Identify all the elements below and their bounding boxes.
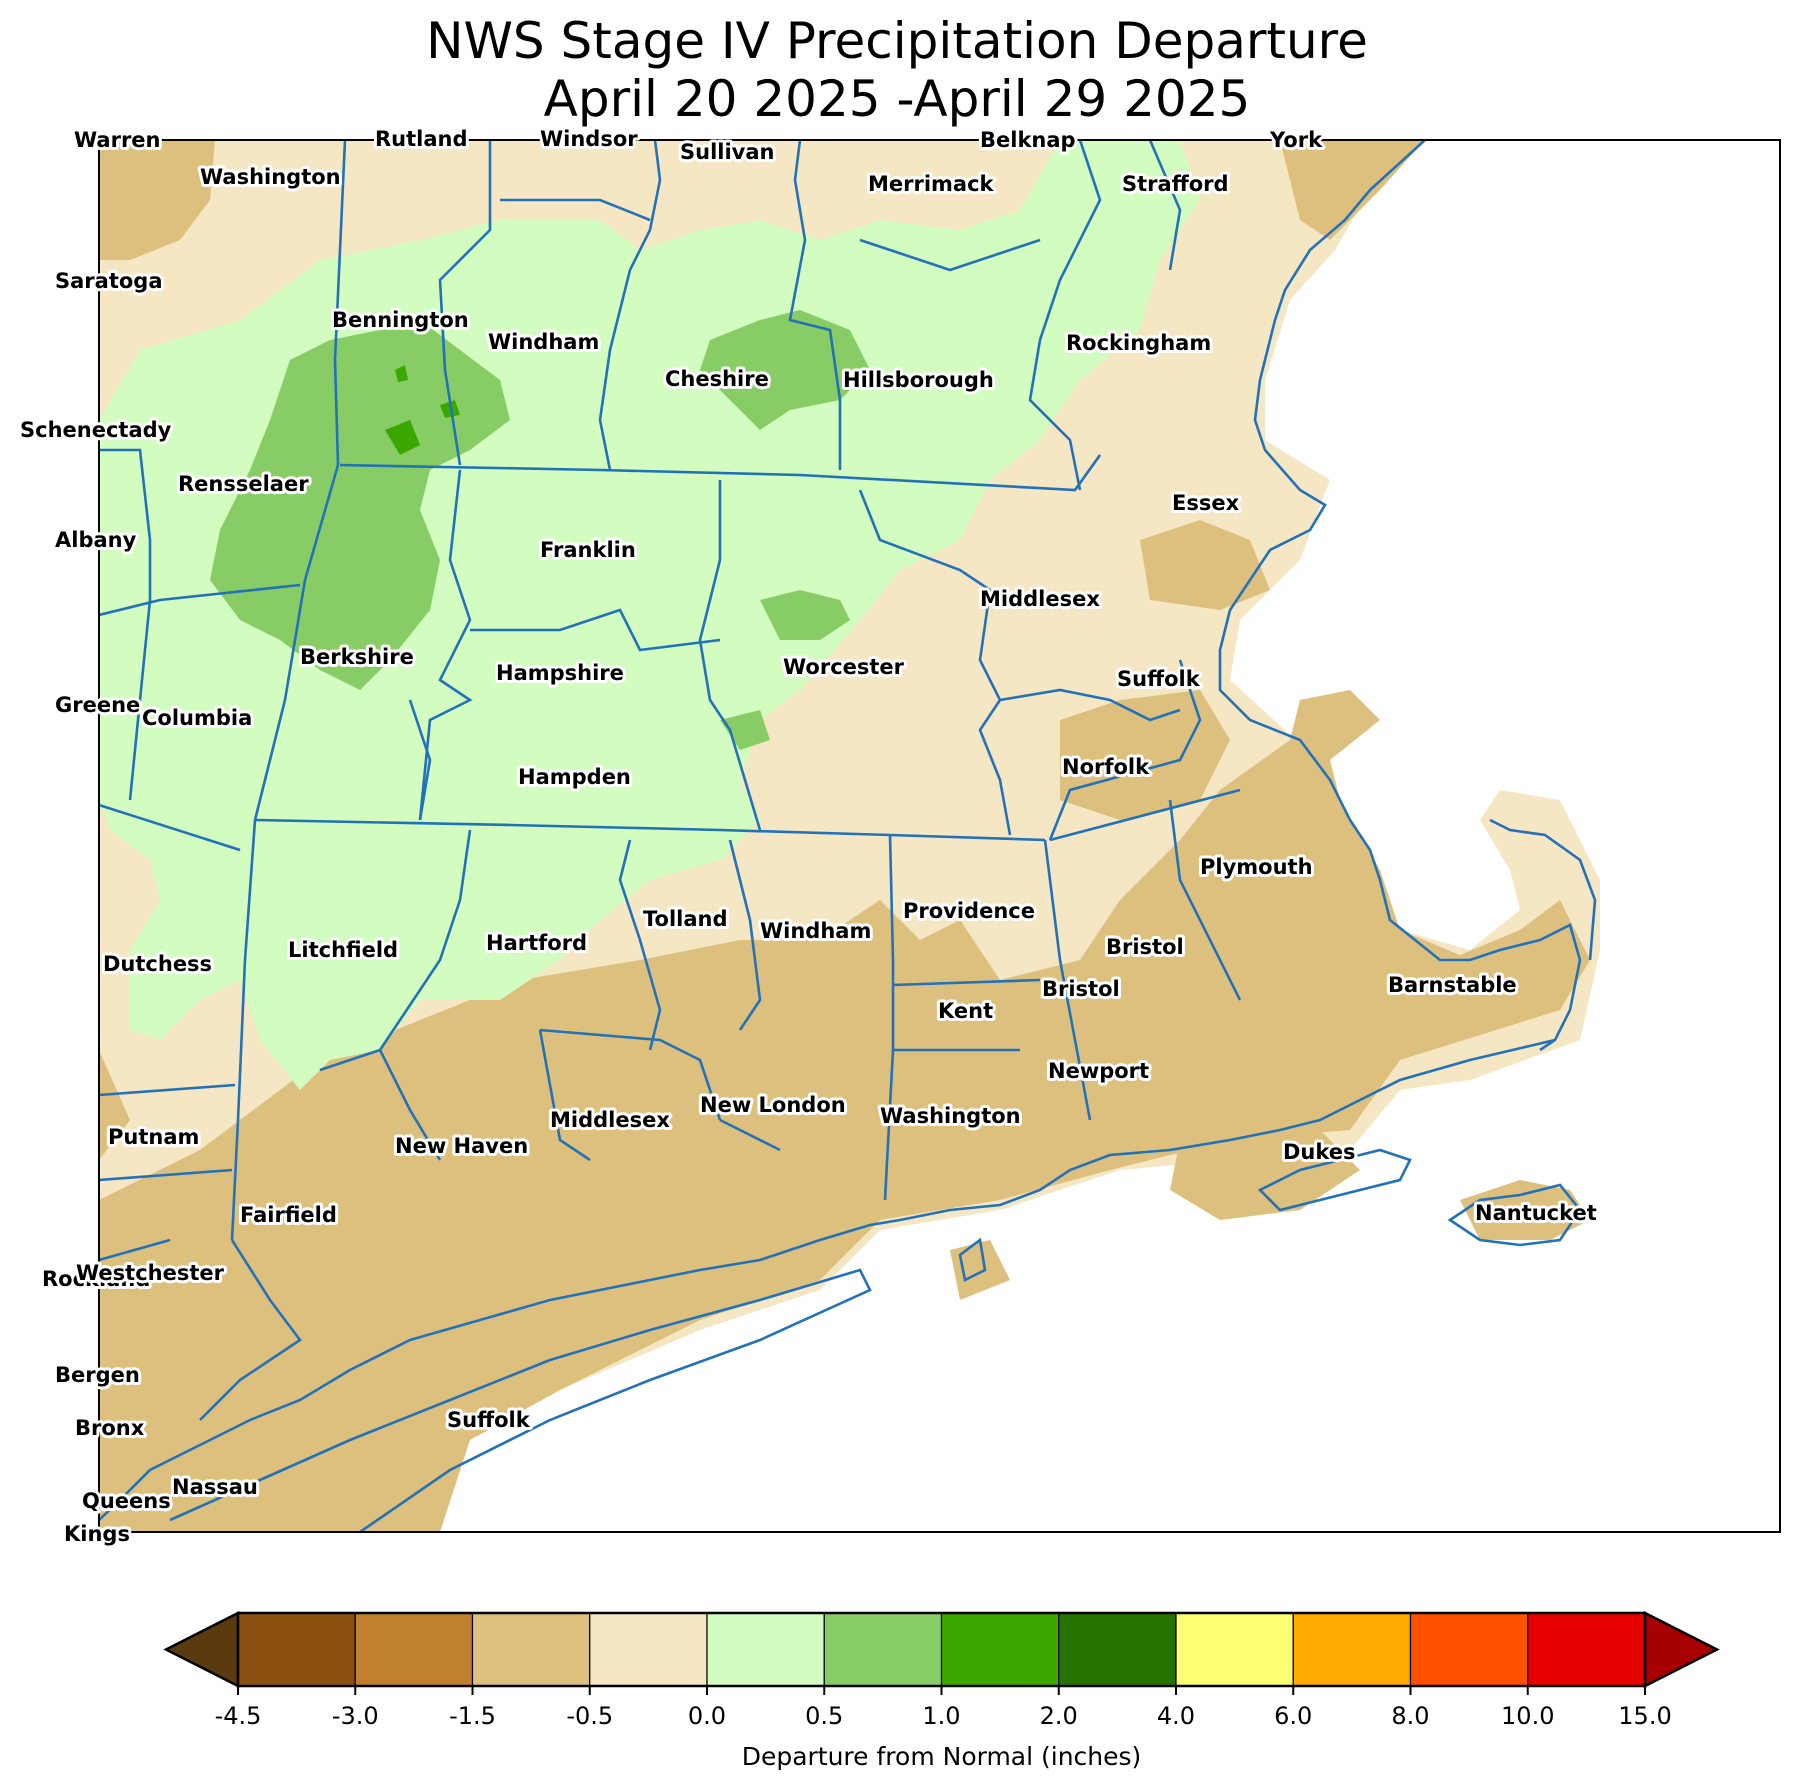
county-label-kings: Kings	[64, 1522, 130, 1546]
colorbar-swatch	[237, 1612, 356, 1687]
colorbar-tick-label: -1.5	[449, 1702, 496, 1730]
colorbar-tick-label: -3.0	[332, 1702, 379, 1730]
colorbar-under-arrow	[163, 1610, 240, 1689]
county-label-newport: Newport	[1048, 1059, 1149, 1083]
county-label-fairfield: Fairfield	[240, 1203, 337, 1227]
colorbar-tick-label: 0.5	[805, 1702, 843, 1730]
colorbar-tick-label: 1.0	[922, 1702, 960, 1730]
colorbar-swatch	[1175, 1612, 1294, 1687]
county-label-dutchess: Dutchess	[103, 952, 212, 976]
county-label-windham-ct: Windham	[760, 919, 871, 943]
county-label-washington-ri: Washington	[880, 1104, 1021, 1128]
county-label-litchfield: Litchfield	[288, 938, 398, 962]
county-label-bristol-ri: Bristol	[1042, 977, 1120, 1001]
colorbar-tick-label: -4.5	[215, 1702, 262, 1730]
county-label-cheshire: Cheshire	[665, 367, 769, 391]
colorbar-swatch	[1292, 1612, 1412, 1687]
much-wetter-areas	[210, 310, 870, 750]
colorbar-swatch	[1527, 1612, 1646, 1687]
county-label-dukes: Dukes	[1283, 1140, 1356, 1164]
county-label-suffolk-ma: Suffolk	[1117, 667, 1201, 691]
colorbar-tick-label: 0.0	[688, 1702, 726, 1730]
county-label-new-haven: New Haven	[395, 1134, 528, 1158]
county-boundaries	[99, 140, 1242, 1421]
colorbar-swatch	[471, 1612, 591, 1687]
county-label-middlesex-ct: Middlesex	[550, 1108, 670, 1132]
county-label-bristol-ma: Bristol	[1106, 935, 1184, 959]
colorbar-swatch	[706, 1612, 825, 1687]
county-label-berkshire: Berkshire	[300, 645, 414, 669]
county-label-providence: Providence	[903, 899, 1035, 923]
county-label-putnam: Putnam	[108, 1125, 199, 1149]
county-label-norfolk: Norfolk	[1062, 755, 1150, 779]
county-label-columbia: Columbia	[142, 706, 252, 730]
colorbar-tick-label: 4.0	[1157, 1702, 1195, 1730]
county-label-hillsborough: Hillsborough	[843, 368, 994, 392]
county-label-middlesex-ma: Middlesex	[980, 587, 1100, 611]
colorbar-swatch	[1058, 1612, 1177, 1687]
county-label-essex: Essex	[1172, 491, 1240, 515]
county-label-nantucket: Nantucket	[1475, 1201, 1597, 1225]
map-subtitle: April 20 2025 -April 29 2025	[543, 70, 1251, 128]
colorbar-tick-label: 8.0	[1391, 1702, 1429, 1730]
county-label-franklin: Franklin	[540, 538, 636, 562]
county-label-westchester: Westchester	[76, 1261, 225, 1285]
colorbar-tick-label: 6.0	[1274, 1702, 1312, 1730]
coastline	[99, 140, 1597, 1532]
colorbar-swatch	[1409, 1612, 1529, 1687]
county-label-york: York	[1269, 128, 1323, 152]
county-label-new-london: New London	[700, 1093, 846, 1117]
colorbar-tick-label: -0.5	[566, 1702, 613, 1730]
county-label-greene: Greene	[55, 693, 140, 717]
colorbar-swatch	[354, 1612, 474, 1687]
colorbar-tick-label: 2.0	[1040, 1702, 1078, 1730]
colorbar-title: Departure from Normal (inches)	[742, 1742, 1142, 1771]
map-title: NWS Stage IV Precipitation Departure	[426, 12, 1368, 70]
county-label-merrimack: Merrimack	[868, 172, 995, 196]
county-label-rensselaer: Rensselaer	[178, 472, 309, 496]
county-label-hartford: Hartford	[486, 931, 587, 955]
county-label-rutland: Rutland	[375, 127, 468, 151]
county-label-hampshire: Hampshire	[496, 661, 624, 685]
county-label-albany: Albany	[55, 528, 137, 552]
county-label-rockland: Rockland	[42, 1267, 150, 1291]
colorbar-swatch	[940, 1612, 1060, 1687]
colorbar-tick-label: 15.0	[1618, 1702, 1671, 1730]
county-label-hampden: Hampden	[518, 765, 631, 789]
county-label-kent: Kent	[938, 999, 993, 1023]
county-label-worcester: Worcester	[783, 655, 905, 679]
map-border	[98, 139, 1781, 1533]
colorbar-over-arrow	[1643, 1610, 1720, 1689]
county-label-belknap: Belknap	[980, 128, 1076, 152]
colorbar-tick-label: 10.0	[1501, 1702, 1554, 1730]
county-label-tolland: Tolland	[643, 907, 728, 931]
county-label-windsor: Windsor	[540, 127, 638, 151]
county-label-warren: Warren	[74, 128, 161, 152]
colorbar-swatch	[823, 1612, 943, 1687]
county-labels: Warren Rutland Windsor Sullivan Belknap …	[17, 124, 1600, 1549]
county-label-rockingham: Rockingham	[1066, 331, 1211, 355]
county-label-queens: Queens	[82, 1489, 171, 1513]
county-label-bergen: Bergen	[55, 1363, 140, 1387]
colorbar-swatch	[589, 1612, 708, 1687]
county-label-suffolk-ny: Suffolk	[447, 1408, 531, 1432]
county-label-schenectady: Schenectady	[20, 418, 172, 442]
county-label-bennington: Bennington	[332, 308, 469, 332]
county-label-windham-vt: Windham	[488, 330, 599, 354]
county-label-barnstable: Barnstable	[1388, 973, 1517, 997]
county-label-plymouth: Plymouth	[1200, 855, 1313, 879]
county-label-sullivan: Sullivan	[680, 140, 774, 164]
county-label-strafford: Strafford	[1122, 172, 1229, 196]
county-label-nassau: Nassau	[172, 1475, 258, 1499]
colorbar: -4.5 -3.0 -1.5 -0.5 0.0 0.5 1.0 2.0 4.0 6.0 8.0 10.…	[163, 1610, 1720, 1771]
county-label-washington-ny: Washington	[200, 165, 341, 189]
county-label-saratoga: Saratoga	[55, 269, 163, 293]
county-label-bronx: Bronx	[75, 1416, 145, 1440]
